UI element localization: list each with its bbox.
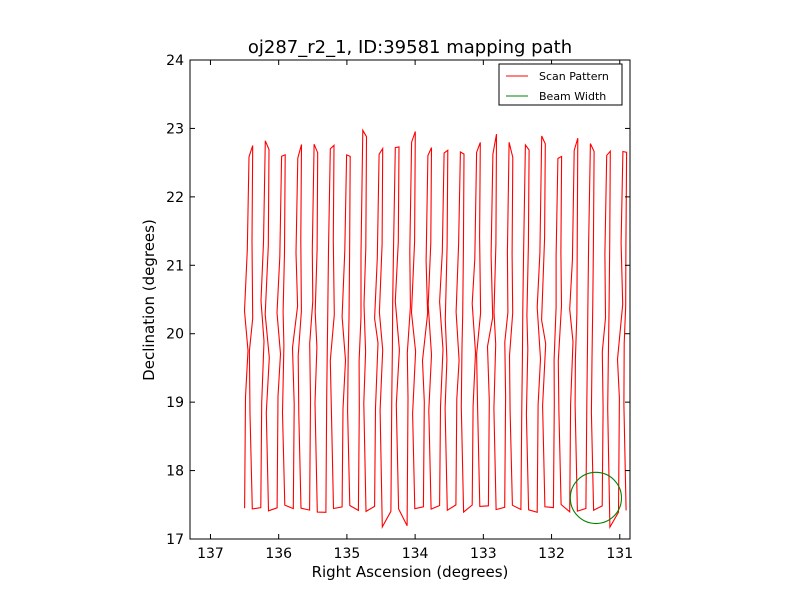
legend-label-scan-pattern: Scan Pattern bbox=[539, 70, 609, 83]
y-axis-label: Declination (degrees) bbox=[140, 219, 158, 381]
y-tick-label: 22 bbox=[166, 190, 184, 206]
y-tick-label: 21 bbox=[166, 258, 184, 274]
x-tick-label: 134 bbox=[402, 546, 429, 562]
legend: Scan Pattern Beam Width bbox=[498, 63, 623, 106]
x-tick-label: 135 bbox=[334, 546, 361, 562]
legend-label-beam-width: Beam Width bbox=[539, 90, 606, 103]
x-axis: 137 136 135 134 133 132 131 bbox=[197, 60, 633, 562]
y-tick-label: 17 bbox=[166, 532, 184, 548]
y-axis: 17 18 19 20 21 22 23 24 bbox=[166, 53, 630, 548]
y-tick-label: 23 bbox=[166, 121, 184, 137]
x-tick-label: 137 bbox=[197, 546, 224, 562]
beam-width-circle bbox=[569, 471, 623, 525]
y-tick-label: 18 bbox=[166, 464, 184, 480]
x-tick-label: 136 bbox=[265, 546, 292, 562]
scan-pattern-series bbox=[243, 128, 628, 530]
plot-frame bbox=[189, 59, 631, 540]
x-tick-label: 132 bbox=[538, 546, 565, 562]
beam-width-series bbox=[569, 471, 623, 525]
legend-box bbox=[498, 63, 623, 106]
y-tick-label: 20 bbox=[166, 327, 184, 343]
y-tick-label: 19 bbox=[166, 395, 184, 411]
x-tick-label: 131 bbox=[606, 546, 633, 562]
scan-pattern-line bbox=[243, 128, 628, 530]
x-tick-label: 133 bbox=[470, 546, 497, 562]
chart-title: oj287_r2_1, ID:39581 mapping path bbox=[248, 37, 572, 58]
y-tick-label: 24 bbox=[166, 53, 184, 69]
x-axis-label: Right Ascension (degrees) bbox=[312, 563, 509, 581]
